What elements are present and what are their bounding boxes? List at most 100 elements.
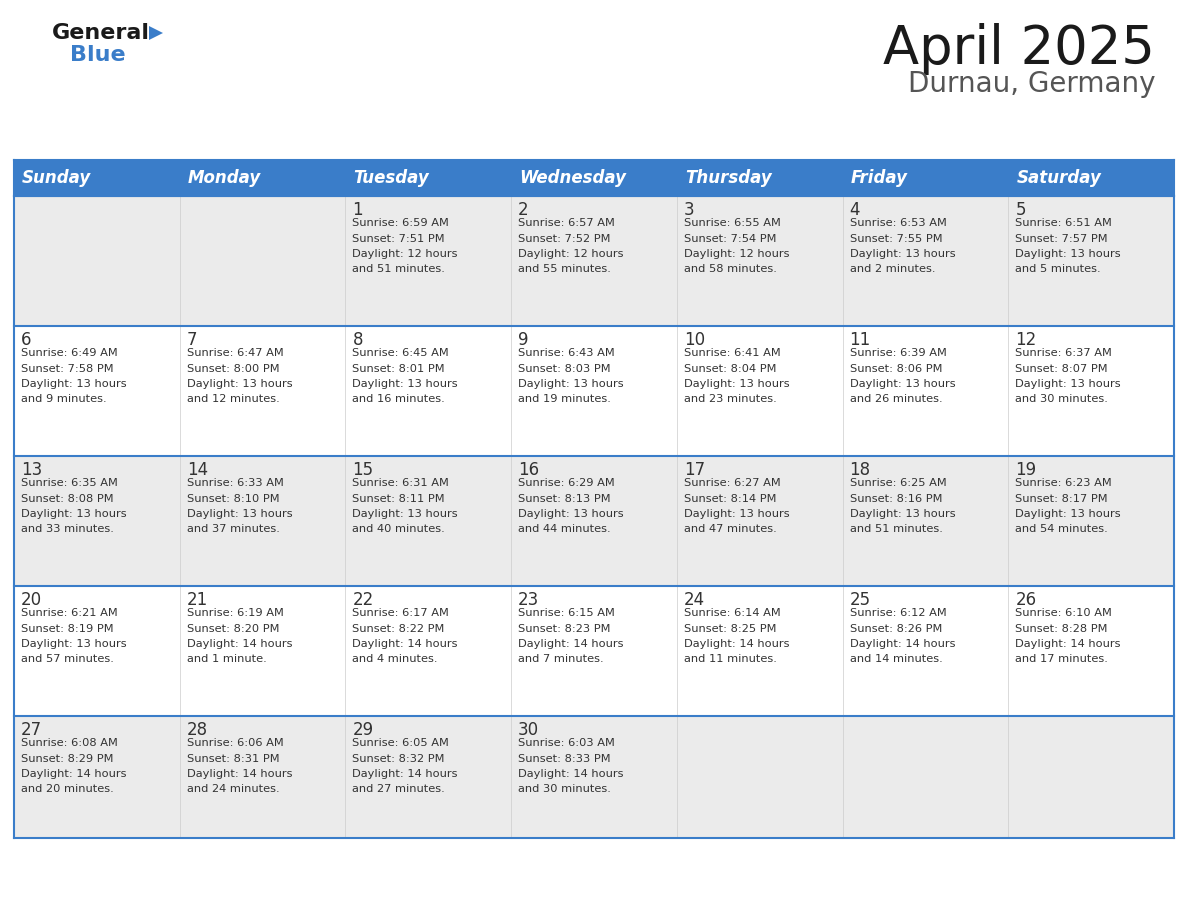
Text: Sunrise: 6:31 AM: Sunrise: 6:31 AM	[353, 478, 449, 488]
Text: Daylight: 14 hours: Daylight: 14 hours	[187, 769, 292, 779]
Bar	[842, 196, 1009, 326]
Text: Daylight: 13 hours: Daylight: 13 hours	[1016, 379, 1121, 389]
Text: and 9 minutes.: and 9 minutes.	[21, 395, 107, 405]
Bar	[346, 326, 511, 456]
Text: Wednesday: Wednesday	[519, 169, 626, 187]
Text: 28: 28	[187, 721, 208, 739]
Bar	[511, 716, 677, 838]
Text: Daylight: 13 hours: Daylight: 13 hours	[1016, 249, 1121, 259]
Text: Daylight: 14 hours: Daylight: 14 hours	[518, 639, 624, 649]
Bar	[346, 456, 511, 586]
Text: General: General	[52, 23, 150, 43]
Bar	[842, 456, 1009, 586]
Text: Daylight: 13 hours: Daylight: 13 hours	[849, 249, 955, 259]
Text: Sunrise: 6:53 AM: Sunrise: 6:53 AM	[849, 218, 947, 228]
Bar	[677, 456, 842, 586]
Text: Sunrise: 6:41 AM: Sunrise: 6:41 AM	[684, 348, 781, 358]
Text: Sunrise: 6:21 AM: Sunrise: 6:21 AM	[21, 608, 118, 618]
Text: 3: 3	[684, 201, 695, 219]
Bar	[677, 586, 842, 716]
Text: 8: 8	[353, 331, 362, 349]
Text: and 40 minutes.: and 40 minutes.	[353, 524, 446, 534]
Text: and 1 minute.: and 1 minute.	[187, 655, 266, 665]
Text: and 2 minutes.: and 2 minutes.	[849, 264, 935, 274]
Text: Daylight: 13 hours: Daylight: 13 hours	[849, 379, 955, 389]
Text: 6: 6	[21, 331, 32, 349]
Text: Sunset: 8:16 PM: Sunset: 8:16 PM	[849, 494, 942, 503]
Text: Sunrise: 6:27 AM: Sunrise: 6:27 AM	[684, 478, 781, 488]
Text: Sunset: 8:00 PM: Sunset: 8:00 PM	[187, 364, 279, 374]
Bar	[346, 716, 511, 838]
Text: Sunrise: 6:17 AM: Sunrise: 6:17 AM	[353, 608, 449, 618]
Text: Sunrise: 6:15 AM: Sunrise: 6:15 AM	[518, 608, 615, 618]
Text: and 51 minutes.: and 51 minutes.	[353, 264, 446, 274]
Text: Sunset: 7:51 PM: Sunset: 7:51 PM	[353, 233, 446, 243]
Text: Sunrise: 6:37 AM: Sunrise: 6:37 AM	[1016, 348, 1112, 358]
Bar	[842, 586, 1009, 716]
Text: 23: 23	[518, 591, 539, 609]
Text: Sunset: 8:03 PM: Sunset: 8:03 PM	[518, 364, 611, 374]
Text: 10: 10	[684, 331, 704, 349]
Polygon shape	[148, 26, 163, 40]
Bar	[842, 716, 1009, 838]
Text: Sunrise: 6:55 AM: Sunrise: 6:55 AM	[684, 218, 781, 228]
Text: Sunset: 8:28 PM: Sunset: 8:28 PM	[1016, 623, 1107, 633]
Text: Sunset: 8:04 PM: Sunset: 8:04 PM	[684, 364, 776, 374]
Text: 7: 7	[187, 331, 197, 349]
Text: and 30 minutes.: and 30 minutes.	[518, 785, 611, 794]
Text: Sunset: 8:29 PM: Sunset: 8:29 PM	[21, 754, 114, 764]
Text: and 54 minutes.: and 54 minutes.	[1016, 524, 1108, 534]
Bar	[677, 716, 842, 838]
Text: 29: 29	[353, 721, 373, 739]
Text: Daylight: 13 hours: Daylight: 13 hours	[353, 379, 459, 389]
Text: and 23 minutes.: and 23 minutes.	[684, 395, 777, 405]
Bar	[511, 196, 677, 326]
Text: and 17 minutes.: and 17 minutes.	[1016, 655, 1108, 665]
Text: 14: 14	[187, 461, 208, 479]
Text: 22: 22	[353, 591, 374, 609]
Bar	[1009, 326, 1174, 456]
Bar	[179, 326, 346, 456]
Text: Tuesday: Tuesday	[353, 169, 429, 187]
Text: Sunrise: 6:19 AM: Sunrise: 6:19 AM	[187, 608, 284, 618]
Text: and 11 minutes.: and 11 minutes.	[684, 655, 777, 665]
Text: 17: 17	[684, 461, 704, 479]
Bar	[14, 586, 179, 716]
Bar	[1009, 196, 1174, 326]
Text: Sunset: 7:57 PM: Sunset: 7:57 PM	[1016, 233, 1108, 243]
Text: Daylight: 13 hours: Daylight: 13 hours	[353, 509, 459, 519]
Text: 15: 15	[353, 461, 373, 479]
Text: Sunset: 8:17 PM: Sunset: 8:17 PM	[1016, 494, 1108, 503]
Bar	[677, 196, 842, 326]
Text: Daylight: 13 hours: Daylight: 13 hours	[518, 379, 624, 389]
Text: and 37 minutes.: and 37 minutes.	[187, 524, 279, 534]
Bar	[346, 160, 511, 196]
Text: Daylight: 13 hours: Daylight: 13 hours	[518, 509, 624, 519]
Text: Sunrise: 6:05 AM: Sunrise: 6:05 AM	[353, 738, 449, 748]
Text: Sunset: 7:55 PM: Sunset: 7:55 PM	[849, 233, 942, 243]
Bar	[1009, 456, 1174, 586]
Text: Blue: Blue	[70, 45, 126, 65]
Text: Sunrise: 6:33 AM: Sunrise: 6:33 AM	[187, 478, 284, 488]
Text: Sunrise: 6:03 AM: Sunrise: 6:03 AM	[518, 738, 615, 748]
Bar	[511, 160, 677, 196]
Text: 11: 11	[849, 331, 871, 349]
Bar	[677, 160, 842, 196]
Text: Daylight: 13 hours: Daylight: 13 hours	[21, 379, 127, 389]
Bar	[842, 160, 1009, 196]
Text: April 2025: April 2025	[883, 23, 1155, 75]
Text: Friday: Friday	[851, 169, 908, 187]
Bar	[1009, 586, 1174, 716]
Bar	[179, 456, 346, 586]
Text: Daylight: 13 hours: Daylight: 13 hours	[684, 509, 790, 519]
Text: and 24 minutes.: and 24 minutes.	[187, 785, 279, 794]
Text: Sunrise: 6:59 AM: Sunrise: 6:59 AM	[353, 218, 449, 228]
Bar	[14, 326, 179, 456]
Bar	[677, 326, 842, 456]
Text: Sunrise: 6:43 AM: Sunrise: 6:43 AM	[518, 348, 615, 358]
Text: and 30 minutes.: and 30 minutes.	[1016, 395, 1108, 405]
Bar	[346, 196, 511, 326]
Text: Sunrise: 6:10 AM: Sunrise: 6:10 AM	[1016, 608, 1112, 618]
Bar	[179, 160, 346, 196]
Text: Sunrise: 6:23 AM: Sunrise: 6:23 AM	[1016, 478, 1112, 488]
